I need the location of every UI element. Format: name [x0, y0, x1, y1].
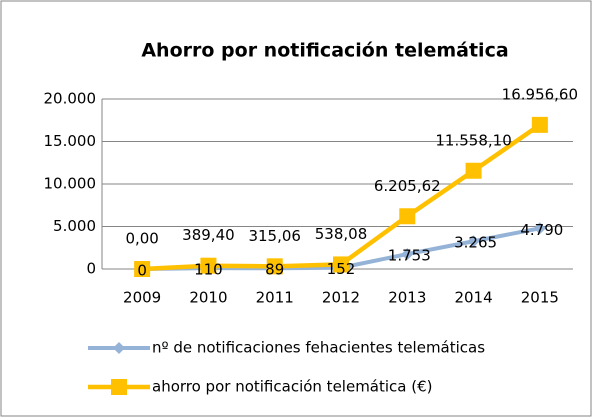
- data-label: 538,08: [315, 225, 368, 243]
- x-tick-label: 2011: [256, 289, 294, 307]
- x-tick-label: 2015: [521, 289, 559, 307]
- marker: [200, 257, 217, 274]
- data-label: 4.790: [520, 221, 563, 239]
- marker: [465, 162, 482, 179]
- data-label: 3.265: [454, 234, 497, 252]
- data-label: 16.956,60: [502, 85, 578, 103]
- x-tick-label: 2013: [388, 289, 426, 307]
- x-tick-label: 2010: [189, 289, 227, 307]
- y-tick-label: 20.000: [44, 90, 97, 108]
- data-label: 6.205,62: [374, 177, 441, 195]
- legend-label: ahorro por notificación telemática (€): [152, 378, 433, 396]
- marker: [467, 235, 480, 248]
- x-tick-label: 2014: [454, 289, 492, 307]
- marker: [266, 258, 283, 275]
- y-tick-label: 0: [86, 260, 96, 278]
- marker: [531, 116, 548, 133]
- x-tick-label: 2009: [123, 289, 161, 307]
- data-label: 11.558,10: [435, 131, 511, 149]
- data-label: 389,40: [182, 226, 235, 244]
- y-tick-label: 5.000: [53, 217, 96, 235]
- marker: [399, 208, 416, 225]
- chart-title: Ahorro por notificación telemática: [141, 40, 508, 62]
- y-tick-label: 15.000: [44, 132, 97, 150]
- legend-label: nº de notificaciones fehacientes telemát…: [152, 339, 485, 357]
- data-label: 315,06: [248, 227, 301, 245]
- data-label: 0,00: [125, 230, 158, 248]
- legend-marker: [111, 379, 127, 395]
- data-label: 1.753: [388, 247, 431, 265]
- data-label: 89: [265, 261, 284, 279]
- marker: [333, 256, 349, 273]
- data-label: 110: [194, 261, 223, 279]
- y-tick-label: 10.000: [44, 175, 97, 193]
- x-tick-label: 2012: [322, 289, 360, 307]
- marker: [134, 261, 151, 277]
- marker: [401, 248, 414, 261]
- marker: [533, 222, 546, 235]
- data-label: 0: [137, 262, 147, 280]
- data-label: 152: [327, 260, 356, 278]
- legend-marker: [113, 342, 125, 354]
